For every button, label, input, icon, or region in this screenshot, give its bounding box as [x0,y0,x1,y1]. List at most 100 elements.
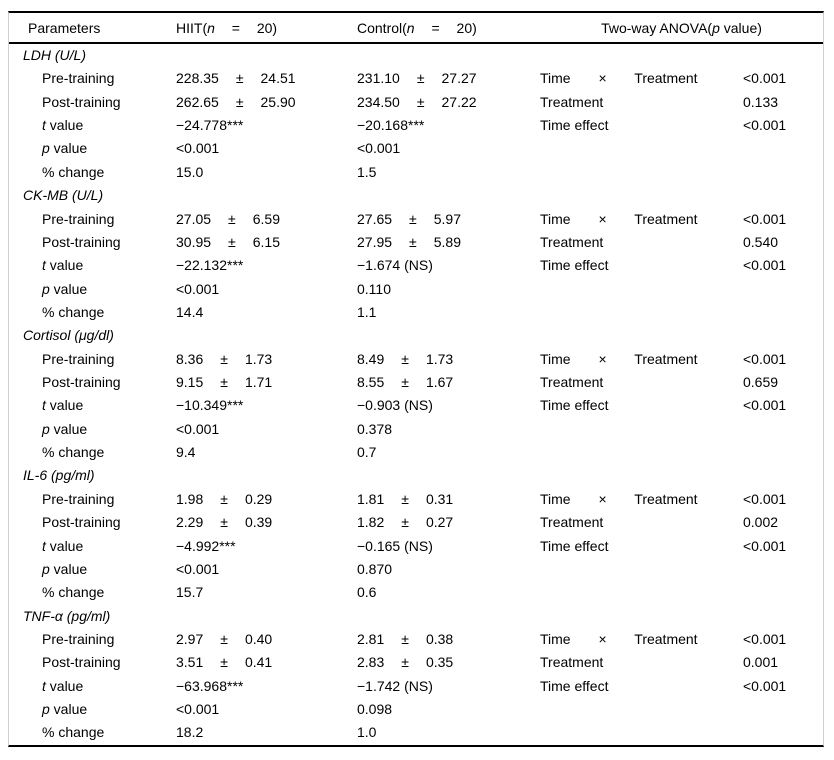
anova-factor-label: Treatment [540,93,604,110]
row-label-cell: t value [9,535,176,558]
row-label: Post-training [42,233,121,250]
row-label: Pre-training [42,350,115,367]
mean-value: <0.001 [176,701,220,718]
mean-value: 9.15 [176,374,204,391]
anova-factor-label: Time effect [540,537,609,554]
row-label-rest: value [49,140,88,157]
row-label: Post-training [42,514,121,531]
hiit-value-cell: 1.98 ±0.29 [176,488,357,511]
anova-p-value: <0.001 [743,70,787,87]
control-header-label: Control(n = 20) [357,19,477,36]
row-label-italic: p [42,420,50,437]
anova-p-value: <0.001 [743,257,787,274]
anova-factor-label: Time × Treatment [540,210,698,227]
row-label-italic: t [42,677,46,694]
row-label-cell: p value [9,418,176,441]
mean-value: 1.5 [357,163,377,180]
table-row: % change 14.4 1.1 [9,301,823,324]
table-row: Pre-training 1.98 ±0.29 1.81 ±0.31 Time × … [9,488,823,511]
mean-value: −1.674 (NS) [357,257,433,274]
row-label-rest: value [45,677,84,694]
anova-p-value: <0.001 [743,537,787,554]
sd-value: 24.51 [260,70,296,87]
mean-value: 30.95 [176,233,212,250]
sd-value: 0.40 [244,630,273,647]
row-label-italic: t [42,117,46,134]
sd-value: 1.67 [425,374,454,391]
sd-value: 0.35 [425,654,454,671]
sd-value: 27.27 [441,70,477,87]
table-body: LDH (U/L) Pre-training 228.35 ±24.51 231.… [9,44,823,745]
mean-value: 14.4 [176,303,204,320]
hiit-value-cell: 15.7 [176,581,357,604]
table-row: Pre-training 2.97 ±0.40 2.81 ±0.38 Time × … [9,628,823,651]
row-label: Pre-training [42,210,115,227]
section-title: IL-6 (pg/ml) [23,467,95,484]
row-label-cell: Post-training [9,651,176,674]
plus-minus-sign: ± [235,93,244,110]
control-value-cell: 1.5 [357,161,540,184]
mean-value: −1.742 (NS) [357,677,433,694]
control-value-cell: 2.81 ±0.38 [357,628,540,651]
mean-value: 0.110 [357,280,391,297]
mean-value: 8.49 [357,350,385,367]
sd-value: 6.15 [252,233,280,250]
row-label-rest: value [45,537,84,554]
mean-value: 0.870 [357,560,393,577]
mean-value: −10.349*** [176,397,244,414]
table-row: Post-training 9.15 ±1.71 8.55 ±1.67 Treatm… [9,371,823,394]
anova-p-value: <0.001 [743,117,787,134]
mean-value: 9.4 [176,444,196,461]
mean-value: 0.378 [357,420,393,437]
plus-minus-sign: ± [416,93,425,110]
col-header-parameters: Parameters [9,20,176,36]
row-label-cell: % change [9,161,176,184]
row-label-italic: p [42,701,50,718]
mean-value: −20.168*** [357,117,425,134]
section-title: TNF-α (pg/ml) [23,607,111,624]
control-value-cell: −0.165 (NS) [357,535,540,558]
row-label-cell: % change [9,721,176,744]
row-label: % change [42,303,105,320]
mean-value: 228.35 [176,70,219,87]
control-value-cell: 27.65 ±5.97 [357,208,540,231]
anova-factor-label: Time × Treatment [540,490,698,507]
anova-p-value: 0.659 [743,374,779,391]
mean-value: 27.65 [357,210,393,227]
row-label-cell: Post-training [9,91,176,114]
plus-minus-sign: ± [401,654,409,671]
row-label-cell: Pre-training [9,208,176,231]
mean-value: 234.50 [357,93,400,110]
hiit-value-cell: 14.4 [176,301,357,324]
row-label: % change [42,584,105,601]
anova-factor-label: Treatment [540,233,604,250]
parameter-section: IL-6 (pg/ml) Pre-training 1.98 ±0.29 1.81… [9,464,823,604]
plus-minus-sign: ± [401,374,409,391]
hiit-value-cell: 9.4 [176,441,357,464]
plus-minus-sign: ± [220,514,228,531]
hiit-value-cell: <0.001 [176,698,357,721]
control-value-cell: −20.168*** [357,114,540,137]
anova-p-value: 0.540 [743,233,779,250]
mean-value: <0.001 [176,560,220,577]
row-label-cell: Pre-training [9,348,176,371]
mean-value: <0.001 [176,420,220,437]
hiit-value-cell: 228.35 ±24.51 [176,67,357,90]
hiit-value-cell: <0.001 [176,558,357,581]
plus-minus-sign: ± [220,490,228,507]
anova-factor-label: Time effect [540,677,609,694]
row-label-rest: value [49,701,88,718]
row-label-cell: t value [9,114,176,137]
anova-factor-label: Treatment [540,654,604,671]
row-label-italic: t [42,257,46,274]
mean-value: 0.6 [357,584,377,601]
table-row: t value −24.778*** −20.168*** Time effec… [9,114,823,137]
row-label-cell: Pre-training [9,67,176,90]
row-label-cell: p value [9,698,176,721]
sd-value: 27.22 [441,93,477,110]
row-label-cell: t value [9,675,176,698]
mean-value: 0.7 [357,444,377,461]
anova-p-value: <0.001 [743,397,787,414]
hiit-value-cell: −10.349*** [176,394,357,417]
table-row: t value −4.992*** −0.165 (NS) Time effec… [9,535,823,558]
